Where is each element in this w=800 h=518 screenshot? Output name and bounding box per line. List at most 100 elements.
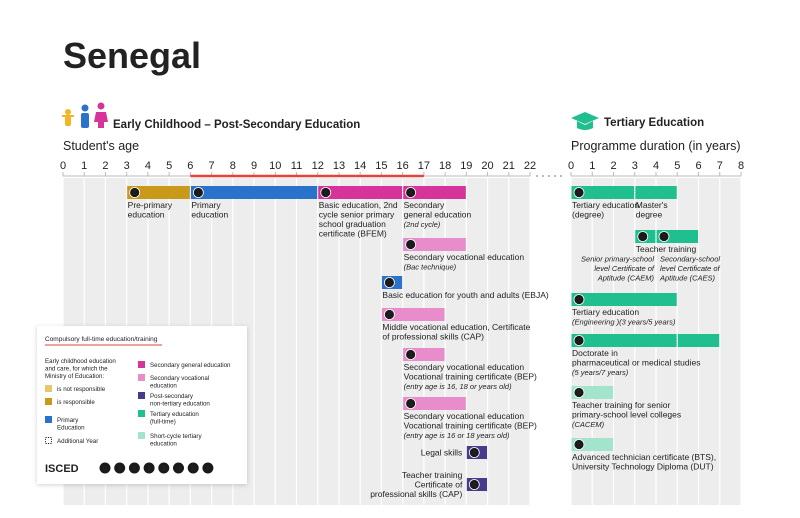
programme-note: (CACEM) (572, 420, 605, 429)
axis-label: Programme duration (in years) (571, 139, 741, 153)
section-title: Early Childhood – Post-Secondary Educati… (113, 119, 360, 131)
programme-bar (571, 334, 677, 347)
programme-label: Doctorate in (572, 348, 618, 358)
isced-badge (405, 187, 417, 198)
programme-label: cycle senior primary (319, 210, 395, 220)
tick-label: 14 (354, 160, 366, 172)
legend-label: Short-cycle tertiary (150, 433, 202, 440)
tick-label: 7 (209, 160, 215, 172)
legend-swatch (138, 392, 145, 399)
programme-label: Secondary vocational education (404, 362, 525, 372)
programme-label: Legal skills (421, 448, 463, 458)
programme-bar (318, 186, 403, 199)
isced-badge (143, 462, 155, 474)
isced-badge (468, 447, 480, 458)
isced-badge (128, 462, 140, 474)
tick-label: 18 (439, 160, 451, 172)
legend-label: (full-time) (150, 419, 176, 426)
programme-label: Tertiary education (572, 307, 639, 317)
tick-label: 1 (81, 160, 87, 172)
programme-note: (2nd cycle) (404, 220, 441, 229)
isced-badge (384, 277, 395, 288)
programme-bar (403, 238, 466, 251)
legend-label: Secondary vocational (150, 375, 209, 382)
programme-label: certificate (BFEM) (319, 229, 387, 239)
tick-label: 19 (460, 160, 472, 172)
legend-swatch (45, 385, 52, 392)
programme-label: Teacher training (402, 470, 463, 480)
legend-label: is not responsible (57, 386, 106, 393)
isced-level: 7 (577, 297, 581, 304)
children-icon (62, 102, 108, 128)
programme-label: Middle vocational education, Certificate (382, 322, 530, 332)
programme-note: (Engineering )(3 years/5 years) (572, 318, 676, 327)
programme-note: (5 years/7 years) (572, 368, 629, 377)
legend-label: non-tertiary education (150, 401, 210, 408)
tick-label: 0 (60, 160, 66, 172)
legend-swatch (45, 437, 52, 444)
isced-badge (637, 231, 649, 242)
legend-swatch (138, 374, 145, 381)
isced-level: 2 (324, 190, 328, 197)
legend-swatch (138, 432, 145, 439)
programme-label: Advanced technician certificate (BTS), (572, 452, 716, 462)
isced-badge (320, 187, 332, 198)
programme-label: Certificate of (415, 480, 463, 490)
tick-label: 22 (524, 160, 536, 172)
isced-level: 4 (472, 450, 476, 457)
legend-title: Compulsory full-time education/training (45, 336, 158, 343)
cap-icon (571, 112, 599, 130)
tick-label: 0 (568, 160, 574, 172)
programme-label: primary-school level colleges (572, 410, 681, 420)
isced-level: 1 (196, 190, 200, 197)
isced-level: 2 (132, 464, 136, 473)
isced-level: 0 (133, 190, 137, 197)
programme-bar (127, 186, 190, 199)
legend-swatch (45, 416, 52, 423)
legend-isced-label: ISCED (45, 463, 79, 475)
isced-level: 5 (577, 390, 581, 397)
tick-label: 6 (695, 160, 701, 172)
isced-badge (405, 398, 417, 409)
isced-badge (202, 462, 214, 474)
isced-level: 6 (577, 190, 581, 197)
programme-bar (571, 186, 635, 199)
isced-badge (384, 309, 395, 320)
programme-note: (Bac technique) (404, 263, 457, 272)
programme-label: (degree) (572, 210, 604, 220)
programme-label: degree (636, 210, 663, 220)
tick-label: 8 (230, 160, 236, 172)
isced-level: 6 (191, 464, 195, 473)
tick-label: 21 (503, 160, 515, 172)
programme-label: education (191, 210, 228, 220)
tick-label: 4 (145, 160, 151, 172)
legend-label: is responsible (57, 399, 95, 406)
programme-bar (635, 186, 677, 199)
tick-label: 7 (717, 160, 723, 172)
isced-badge (173, 462, 184, 474)
legend-label: Primary (57, 417, 79, 424)
isced-level: 1 (387, 280, 391, 287)
programme-note: (entry age is 16, 18 or years old) (404, 382, 512, 391)
isced-badge (192, 187, 204, 198)
isced-badge (114, 462, 126, 474)
isced-level: 1 (118, 464, 122, 473)
tick-label: 5 (674, 160, 680, 172)
programme-bar (190, 186, 318, 199)
isced-badge (573, 187, 585, 198)
legend-note: and care, for which the (45, 366, 108, 373)
isced-level: 3 (409, 401, 413, 408)
isced-badge (158, 462, 170, 474)
programme-label: Vocational training certificate (BEP) (404, 421, 537, 431)
programme-note: Aptitude (CAEM) (597, 274, 655, 283)
legend-label: Secondary general education (150, 362, 231, 369)
programme-note: Secondary-school (660, 255, 720, 264)
tick-label: 3 (632, 160, 638, 172)
tick-label: 15 (375, 160, 387, 172)
tick-label: 12 (312, 160, 324, 172)
isced-level: 3 (409, 190, 413, 197)
programme-label: professional skills (CAP) (370, 489, 462, 499)
isced-badge (573, 335, 585, 346)
legend-label: education (150, 383, 177, 390)
